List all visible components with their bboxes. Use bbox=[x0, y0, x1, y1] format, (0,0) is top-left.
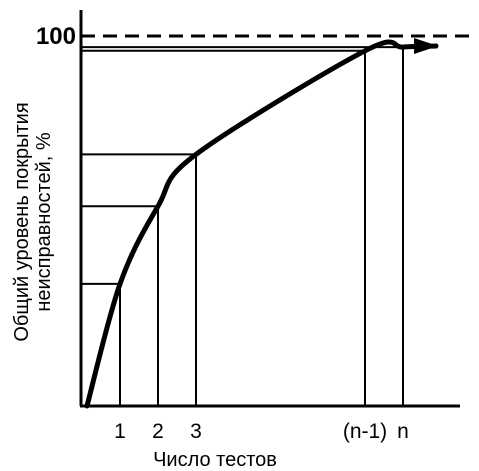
guide-lines bbox=[81, 46, 404, 406]
axes bbox=[79, 10, 460, 408]
y-axis-title: Общий уровень покрытия неисправностей, % bbox=[11, 102, 55, 341]
x-tick-label-0: 1 bbox=[114, 420, 126, 443]
x-tick-label-3: (n-1) bbox=[343, 420, 387, 443]
y-axis-title-line1: Общий уровень покрытия bbox=[11, 102, 33, 341]
x-axis-title: Число тестов bbox=[153, 449, 277, 471]
x-tick-label-4: n bbox=[397, 420, 409, 443]
series-arrowhead bbox=[414, 37, 438, 54]
x-tick-label-1: 2 bbox=[152, 420, 164, 443]
series-line bbox=[84, 39, 439, 409]
x-tick-labels: 1 2 3 (n-1) n bbox=[114, 420, 409, 443]
y-axis-title-line2: неисправностей, % bbox=[33, 132, 55, 312]
series-layer bbox=[84, 37, 439, 409]
y-tick-label-100: 100 bbox=[36, 23, 76, 50]
x-tick-label-2: 3 bbox=[190, 420, 202, 443]
